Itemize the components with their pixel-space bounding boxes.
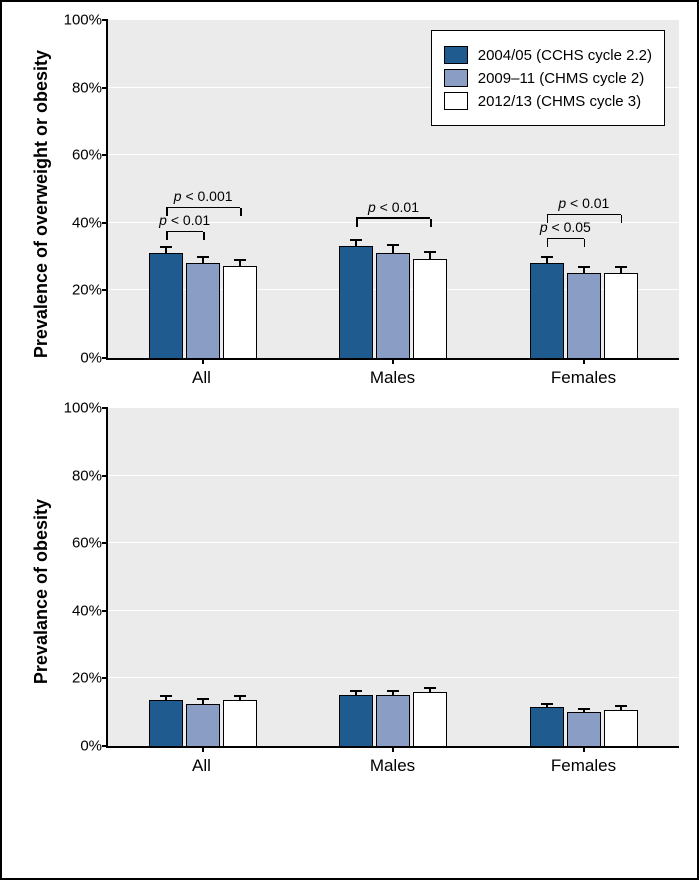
y-tick-label: 0% <box>80 738 108 755</box>
bar <box>223 700 257 746</box>
legend-swatch <box>444 92 468 110</box>
bar <box>376 253 410 358</box>
bar <box>530 707 564 746</box>
legend-swatch <box>444 46 468 64</box>
p-value-label: p < 0.01 <box>159 212 210 228</box>
bar <box>604 273 638 358</box>
panel-ow_ob: Prevalence of overweight or obesity 0% 20%… <box>20 20 679 388</box>
bar <box>339 246 373 358</box>
x-tick-label: All <box>106 368 297 388</box>
group-females <box>489 408 679 746</box>
p-value-label: p < 0.01 <box>558 195 609 211</box>
y-tick-label: 80% <box>72 79 108 96</box>
x-tick-label: Males <box>297 756 488 776</box>
bar <box>567 273 601 358</box>
x-tick-label: Males <box>297 368 488 388</box>
y-tick-label: 20% <box>72 670 108 687</box>
y-tick-label: 100% <box>64 12 108 29</box>
group-all: p < 0.01 p < 0.001 <box>108 20 298 358</box>
plot-area: 0%20%40%60%80%100%p < 0.01p < 0.001p < 0… <box>106 20 679 360</box>
p-value-label: p < 0.01 <box>368 199 419 215</box>
legend-label: 2012/13 (CHMS cycle 3) <box>478 93 641 110</box>
y-tick-label: 40% <box>72 214 108 231</box>
group-all <box>108 408 298 746</box>
bar <box>530 263 564 358</box>
x-tick-label: Females <box>488 756 679 776</box>
y-tick-label: 0% <box>80 350 108 367</box>
x-tick-label: All <box>106 756 297 776</box>
group-males <box>298 408 488 746</box>
y-axis-label: Prevalance of obesity <box>31 499 52 684</box>
legend: 2004/05 (CCHS cycle 2.2) 2009–11 (CHMS cy… <box>431 30 665 126</box>
bar <box>376 695 410 746</box>
bar <box>339 695 373 746</box>
bar <box>413 259 447 358</box>
panels-container: Prevalence of overweight or obesity0%20%… <box>20 20 679 776</box>
bar <box>186 263 220 358</box>
legend-item: 2004/05 (CCHS cycle 2.2) <box>444 46 652 64</box>
p-value-label: p < 0.05 <box>540 219 591 235</box>
y-tick-label: 100% <box>64 400 108 417</box>
legend-item: 2012/13 (CHMS cycle 3) <box>444 92 652 110</box>
y-axis-label: Prevalence of overweight or obesity <box>31 50 52 358</box>
bar <box>149 253 183 358</box>
y-tick-label: 60% <box>72 147 108 164</box>
plot-area: 0%20%40%60%80%100% <box>106 408 679 748</box>
p-value-label: p < 0.001 <box>174 188 233 204</box>
legend-item: 2009–11 (CHMS cycle 2) <box>444 69 652 87</box>
bar <box>413 692 447 746</box>
legend-label: 2009–11 (CHMS cycle 2) <box>478 70 644 87</box>
legend-label: 2004/05 (CCHS cycle 2.2) <box>478 47 652 64</box>
bar <box>604 710 638 746</box>
bar <box>186 704 220 747</box>
panel-ob: Prevalance of obesity 0%20%40%60%80%100% A… <box>20 408 679 776</box>
bar <box>567 712 601 746</box>
y-tick-label: 80% <box>72 467 108 484</box>
legend-swatch <box>444 69 468 87</box>
y-tick-label: 20% <box>72 282 108 299</box>
x-tick-label: Females <box>488 368 679 388</box>
y-tick-label: 40% <box>72 602 108 619</box>
bar <box>223 266 257 358</box>
figure-frame: Prevalence of overweight or obesity0%20%… <box>0 0 699 880</box>
bar <box>149 700 183 746</box>
y-tick-label: 60% <box>72 535 108 552</box>
